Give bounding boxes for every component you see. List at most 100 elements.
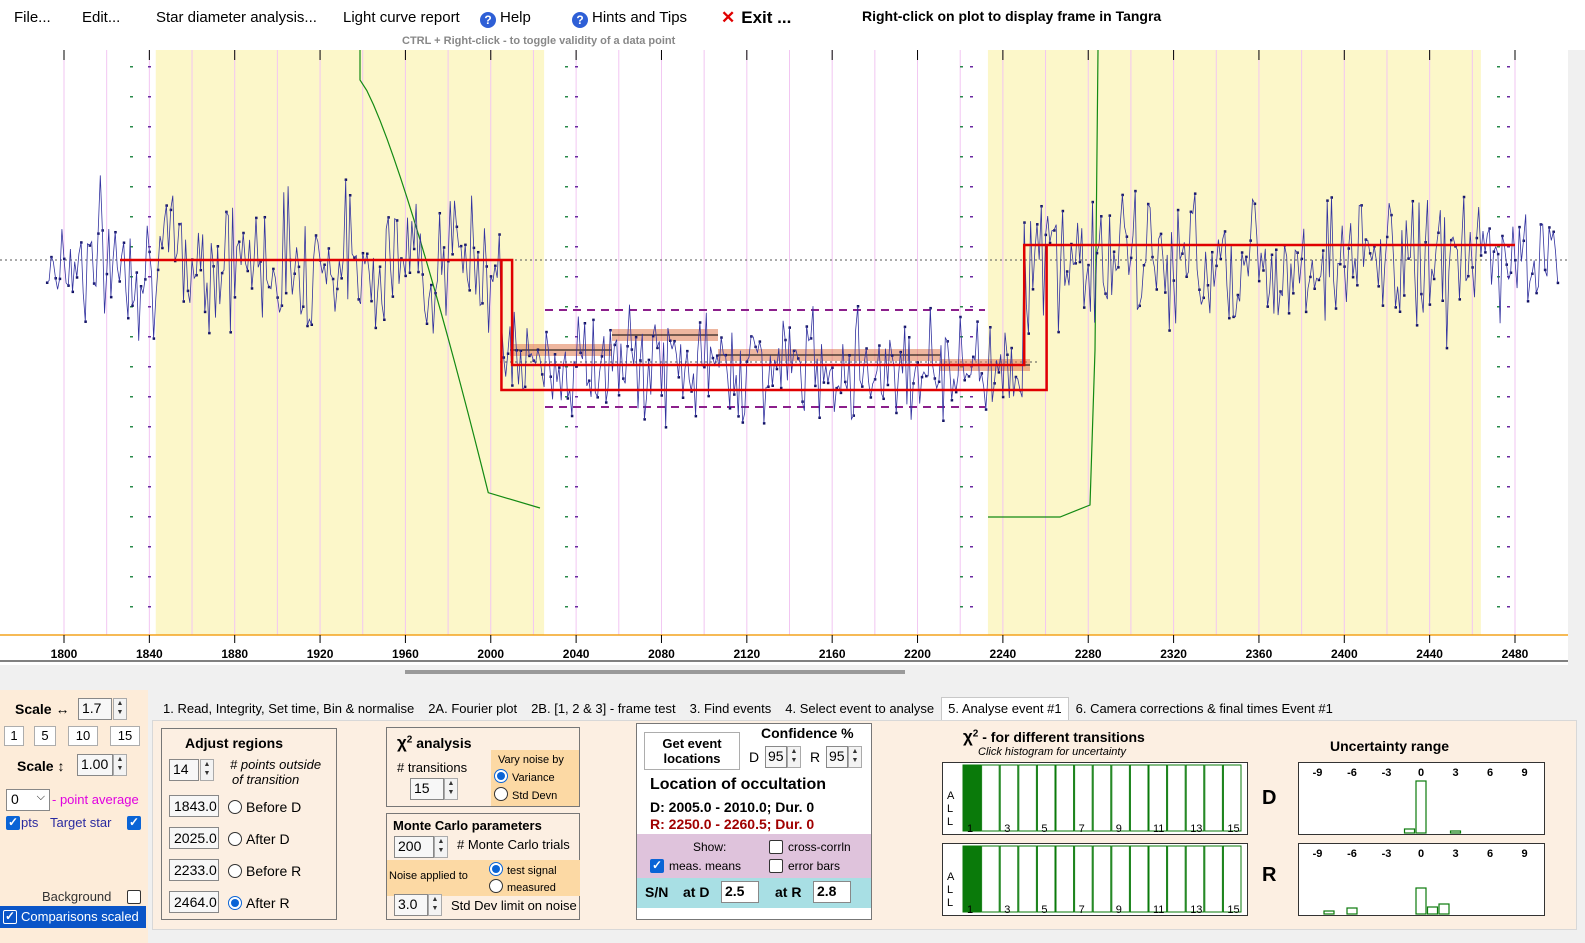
after-r-input[interactable]: 2464.0: [169, 891, 219, 913]
background-checkbox[interactable]: [127, 890, 141, 904]
chi2-trans-symbol: χ: [963, 727, 973, 746]
before-d-input[interactable]: 1843.0: [169, 795, 219, 817]
test-signal-radio-dot[interactable]: [489, 862, 503, 876]
measured-radio[interactable]: measured: [489, 879, 556, 894]
chi2-transitions-subtitle: Click histogram for uncertainty: [978, 746, 1126, 758]
point-average-select[interactable]: 0 ⌵: [6, 789, 50, 811]
before-d-radio[interactable]: Before D: [228, 799, 301, 815]
horizontal-scrollbar[interactable]: [405, 670, 905, 674]
chi2-histogram-r[interactable]: A L L 1 3 5 7 9 11 13 15: [942, 843, 1248, 916]
chi2-tick-11: 11: [1153, 904, 1164, 915]
tab-find-events[interactable]: 3. Find events: [689, 701, 772, 716]
comparisons-checkbox[interactable]: [3, 909, 17, 924]
tick-mark: [575, 186, 578, 188]
test-signal-radio[interactable]: test signal: [489, 862, 557, 877]
scale-button-15[interactable]: 15: [110, 726, 140, 746]
std-devn-radio[interactable]: Std Devn: [494, 787, 557, 802]
chi2-histogram-d[interactable]: A L L 1 3 5 7 9 11 13 15: [942, 762, 1248, 835]
sn-label: S/N: [645, 884, 669, 900]
pts-label: pts: [21, 815, 39, 830]
std-devn-radio-dot[interactable]: [494, 787, 508, 801]
exit-menu[interactable]: ✕ Exit ...: [721, 8, 791, 28]
points-outside-spinner[interactable]: ▲ ▼: [200, 759, 214, 781]
chi2-bar-11: [1148, 764, 1168, 832]
comparison-curve-r: [988, 49, 1099, 518]
unc-tick--9: -9: [1313, 848, 1323, 860]
points-outside-label-2: of transition: [232, 772, 300, 787]
variance-radio-dot[interactable]: [494, 769, 508, 783]
after-r-radio[interactable]: After R: [228, 895, 290, 911]
before-r-radio-dot[interactable]: [228, 864, 242, 878]
scale-v-input[interactable]: 1.00: [77, 754, 113, 776]
before-d-radio-dot[interactable]: [228, 800, 242, 814]
data-point: [1445, 346, 1449, 350]
light-curve-plot[interactable]: 1800 1840 1880 1920 1960 2000 2040 2080 2120 2160…: [0, 49, 1568, 665]
data-point: [779, 386, 783, 390]
measured-radio-dot[interactable]: [489, 879, 503, 893]
hints-menu[interactable]: ? Hints and Tips: [572, 9, 687, 28]
scale-button-1[interactable]: 1: [4, 726, 24, 746]
transitions-spinner[interactable]: ▲ ▼: [444, 778, 458, 800]
get-event-locations-button[interactable]: Get event locations: [644, 732, 740, 770]
scale-v-spinner[interactable]: ▲ ▼: [113, 754, 127, 776]
chi2-bar-1: [962, 764, 982, 832]
tab-select-event[interactable]: 4. Select event to analyse: [785, 701, 935, 716]
confidence-r-input[interactable]: 95: [826, 746, 848, 768]
error-bars-checkbox[interactable]: [769, 859, 783, 873]
tab-read[interactable]: 1. Read, Integrity, Set time, Bin & norm…: [163, 701, 415, 716]
points-outside-input[interactable]: 14: [169, 759, 199, 781]
file-menu[interactable]: File...: [14, 9, 51, 26]
confidence-d-input[interactable]: 95: [765, 746, 787, 768]
after-r-radio-dot[interactable]: [228, 896, 242, 910]
tick-mark: [1507, 126, 1510, 128]
tab-fourier[interactable]: 2A. Fourier plot: [428, 701, 518, 716]
trials-spinner[interactable]: ▲ ▼: [434, 836, 448, 858]
scale-h-spinner[interactable]: ▲ ▼: [113, 698, 127, 720]
tick-mark: [565, 306, 568, 308]
after-d-radio-dot[interactable]: [228, 832, 242, 846]
data-point: [664, 426, 668, 429]
confidence-d-spinner[interactable]: ▲ ▼: [787, 746, 801, 768]
pts-checkbox[interactable]: [6, 815, 20, 830]
chi2-tick-7: 7: [1079, 823, 1085, 834]
meas-means-checkbox[interactable]: [650, 858, 664, 873]
scale-h-input[interactable]: 1.7: [78, 698, 112, 720]
data-point: [604, 401, 608, 404]
cross-corr-checkbox[interactable]: [769, 840, 783, 854]
tick-mark: [130, 606, 133, 608]
light-curve-report-menu[interactable]: Light curve report: [343, 9, 460, 26]
light-curve-svg[interactable]: 1800 1840 1880 1920 1960 2000 2040 2080 2120 2160…: [0, 49, 1568, 665]
tick-mark: [1507, 96, 1510, 98]
help-menu[interactable]: ? Help: [480, 9, 531, 28]
star-diameter-menu[interactable]: Star diameter analysis...: [156, 9, 317, 26]
confidence-r-spinner[interactable]: ▲ ▼: [848, 746, 862, 768]
edit-menu[interactable]: Edit...: [82, 9, 121, 26]
std-limit-input[interactable]: 3.0: [394, 894, 428, 916]
before-r-radio[interactable]: Before R: [228, 863, 301, 879]
variance-radio[interactable]: Variance: [494, 769, 555, 784]
tick-mark: [970, 456, 973, 458]
after-d-input[interactable]: 2025.0: [169, 827, 219, 849]
tick-mark: [148, 546, 151, 548]
std-limit-spinner[interactable]: ▲ ▼: [428, 894, 442, 916]
sn-at-r-label: at R: [775, 884, 802, 900]
hints-label: Hints and Tips: [592, 9, 688, 26]
comparisons-scaled-row[interactable]: Comparisons scaled: [0, 906, 146, 928]
scale-button-5[interactable]: 5: [34, 726, 56, 746]
chi2-bar-1: [962, 845, 982, 913]
tab-frame-test[interactable]: 2B. [1, 2 & 3] - frame test: [531, 701, 676, 716]
tab-analyse-event[interactable]: 5. Analyse event #1: [941, 697, 1069, 721]
meas-means-label: meas. means: [669, 859, 742, 873]
transitions-input[interactable]: 15: [410, 778, 444, 800]
tab-camera-corrections[interactable]: 6. Camera corrections & final times Even…: [1075, 701, 1333, 716]
after-d-radio[interactable]: After D: [228, 831, 290, 847]
before-r-input[interactable]: 2233.0: [169, 859, 219, 881]
target-star-checkbox[interactable]: [127, 815, 141, 830]
location-group: Get event locations Confidence % D 95 ▲ ▼…: [636, 723, 872, 920]
tick-mark: [1507, 426, 1510, 428]
chi2-bar-2: [981, 764, 1000, 832]
scale-button-10[interactable]: 10: [68, 726, 98, 746]
trials-input[interactable]: 200: [394, 836, 434, 858]
